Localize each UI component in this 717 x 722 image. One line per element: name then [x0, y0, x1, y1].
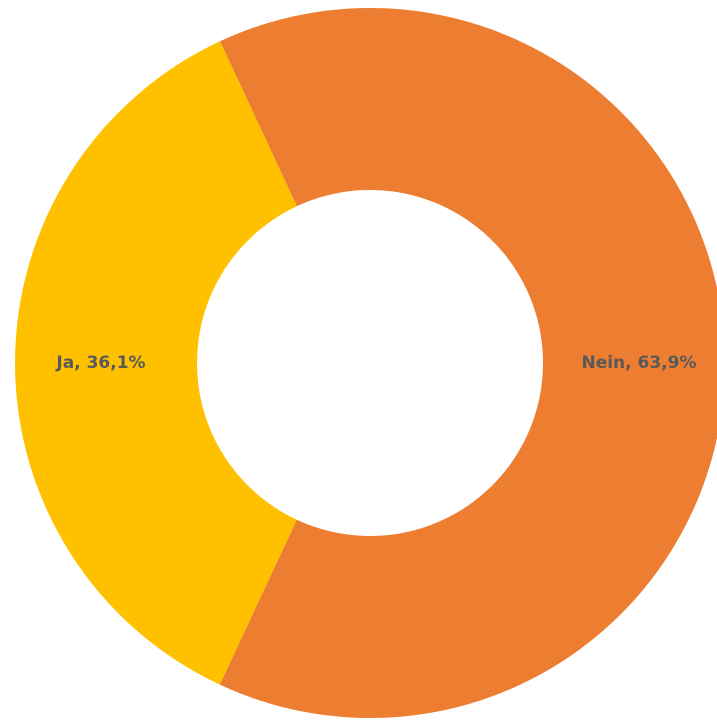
donut-slice: [14, 41, 297, 685]
data-label: Nein, 63,9%: [581, 353, 696, 373]
data-label: Ja, 36,1%: [55, 353, 145, 373]
donut-slice: [219, 8, 717, 718]
